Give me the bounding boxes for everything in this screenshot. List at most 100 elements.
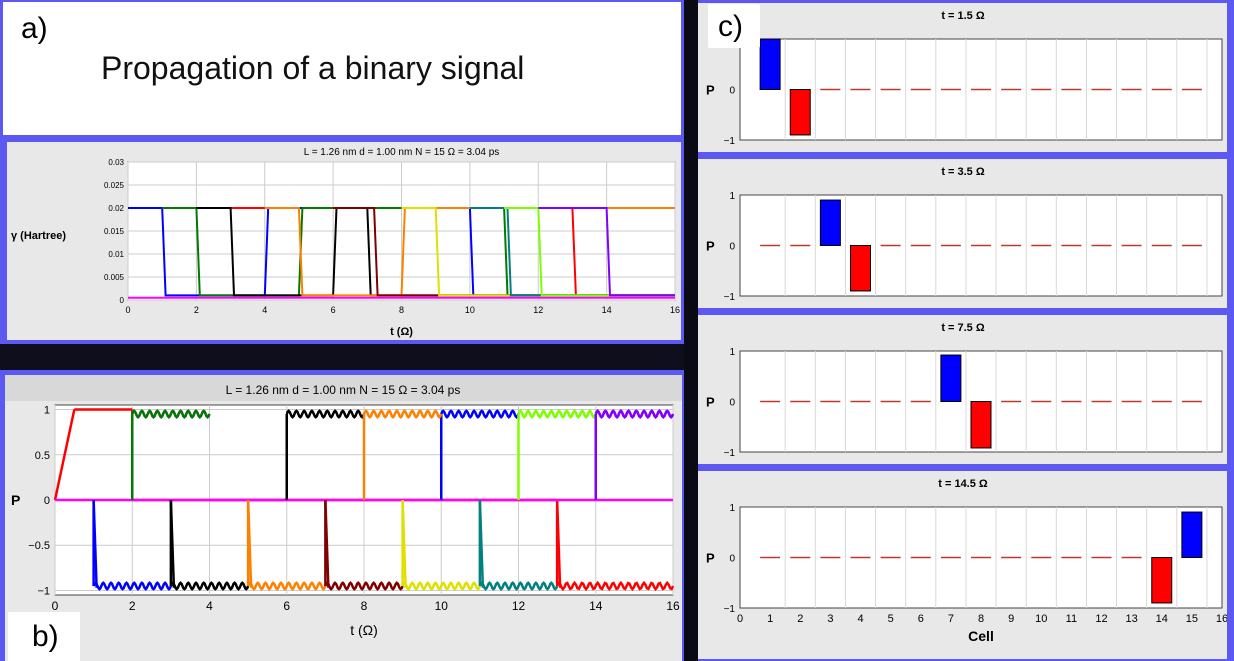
y-tick-label: 0 [729,242,735,253]
y-axis-label: P [706,83,715,98]
y-tick-label: 0 [729,554,735,565]
chart-c4-svg: t = 14.5 Ω10−1P0 1 2 3 4 5 6 7 8 9 10 11 12 13 14 15 16C… [706,478,1227,644]
bar [940,354,962,402]
figure-title: Propagation of a binary signal [101,50,525,86]
y-axis-label: P [706,551,715,566]
y-tick-label: −0.5 [28,540,50,552]
chart-b-svg: L = 1.26 nm d = 1.00 nm N = 15 Ω = 3.04 … [5,375,682,638]
x-tick-label: 1 [767,613,773,625]
chart-title: L = 1.26 nm d = 1.00 nm N = 15 Ω = 3.04 … [304,147,500,158]
chart-title: t = 1.5 Ω [941,10,985,22]
x-tick-label: 8 [978,613,984,625]
x-tick-label: 10 [465,305,475,315]
series-line-cell-6 [246,581,327,591]
x-tick-label: 4 [206,599,213,613]
bar [1151,557,1173,604]
x-tick-label: 2 [194,305,199,315]
x-tick-label: 6 [918,613,924,625]
series-line-cell-10 [504,207,675,297]
series-line-cell-5 [196,207,675,297]
x-tick-label: 14 [602,305,612,315]
x-tick-label: 0 [125,305,130,315]
x-tick-label: 2 [129,599,136,613]
panel-label-b: b) [32,620,59,653]
panel-b-label-box: b) [8,612,80,661]
chart-title: L = 1.26 nm d = 1.00 nm N = 15 Ω = 3.04 … [226,383,461,397]
x-tick-label: 8 [361,599,368,613]
x-tick-label: 15 [1186,613,1198,625]
y-tick-label: 0 [729,86,735,97]
x-axis-label: t (Ω) [390,326,413,338]
series-line-cell-3 [128,207,675,297]
series-line-cell-6 [362,409,443,419]
y-tick-label: 1 [44,405,50,417]
chart-c1-svg: t = 1.5 Ω10−1P [706,10,1223,147]
y-tick-label: 1 [729,347,735,358]
series-line-cell-5 [169,581,250,591]
series-line-cell-10 [517,409,597,419]
panel-divider [684,0,698,661]
x-tick-label: 7 [948,613,954,625]
x-tick-label: 6 [331,305,336,315]
x-tick-label: 14 [589,599,603,613]
series-line-cell-3 [440,409,520,419]
x-tick-label: 12 [533,305,543,315]
bar [789,89,811,136]
bar [819,199,841,246]
chart-title: t = 14.5 Ω [938,478,988,490]
y-tick-label: 0.025 [104,181,125,190]
x-axis-label: t (Ω) [350,622,378,638]
y-axis-label: P [11,492,20,508]
series-line-cell-9 [478,581,559,591]
x-tick-label: 5 [888,613,894,625]
x-tick-label: 8 [399,305,404,315]
panel-a-title-box: a) Propagation of a binary signal [3,2,681,135]
chart-title: t = 7.5 Ω [941,322,985,334]
x-tick-label: 0 [52,599,59,613]
y-tick-label: 0.02 [108,204,124,213]
series-line-cell-6 [264,207,675,297]
y-tick-label: −1 [724,292,736,303]
x-tick-label: 9 [1008,613,1014,625]
y-tick-label: 0.005 [104,273,125,282]
y-tick-label: 1 [729,503,735,514]
y-tick-label: 0.03 [108,158,124,167]
panel-c2-chart: t = 3.5 Ω 1 0 −1 P [698,159,1227,308]
y-tick-label: 0.01 [108,250,124,259]
x-tick-label: 16 [1216,613,1227,625]
x-tick-label: 3 [827,613,833,625]
series-line-cell-8 [401,581,482,591]
panel-label-c: c) [718,10,743,43]
y-tick-label: 0.015 [104,227,125,236]
separator-strip [0,344,684,370]
panel-label-a: a) [21,12,48,45]
x-tick-label: 10 [1035,613,1047,625]
x-tick-label: 16 [666,599,680,613]
series-line-cell-11 [594,409,675,419]
x-tick-label: 12 [1095,613,1107,625]
y-tick-label: 1 [729,191,735,202]
title-bar [5,375,682,401]
panel-b-chart: L = 1.26 nm d = 1.00 nm N = 15 Ω = 3.04 … [5,375,682,661]
series-line-cell-4 [131,409,211,419]
x-tick-label: 2 [797,613,803,625]
panel-a-chart: L = 1.26 nm d = 1.00 nm N = 15 Ω = 3.04 … [7,142,681,340]
y-axis-label: γ (Hartree) [11,230,66,242]
y-tick-label: 0 [120,296,125,305]
x-tick-label: 6 [283,599,290,613]
chart-c2-svg: t = 3.5 Ω 1 0 −1 P [706,166,1223,303]
bar [1181,511,1203,558]
x-tick-label: 14 [1156,613,1168,625]
x-tick-label: 16 [670,305,680,315]
x-tick-label: 4 [262,305,267,315]
y-axis-label: P [706,239,715,254]
series-line-cell-3 [92,581,173,591]
y-tick-label: −1 [37,585,50,597]
panel-c1-chart: t = 1.5 Ω10−1P [698,3,1227,152]
bar [970,401,992,449]
series-line-cell-7 [324,581,404,591]
x-axis-label: Cell [968,628,994,644]
bar [850,245,871,292]
series-line-cell-1 [555,580,675,592]
series-line-cell-5 [285,409,366,419]
